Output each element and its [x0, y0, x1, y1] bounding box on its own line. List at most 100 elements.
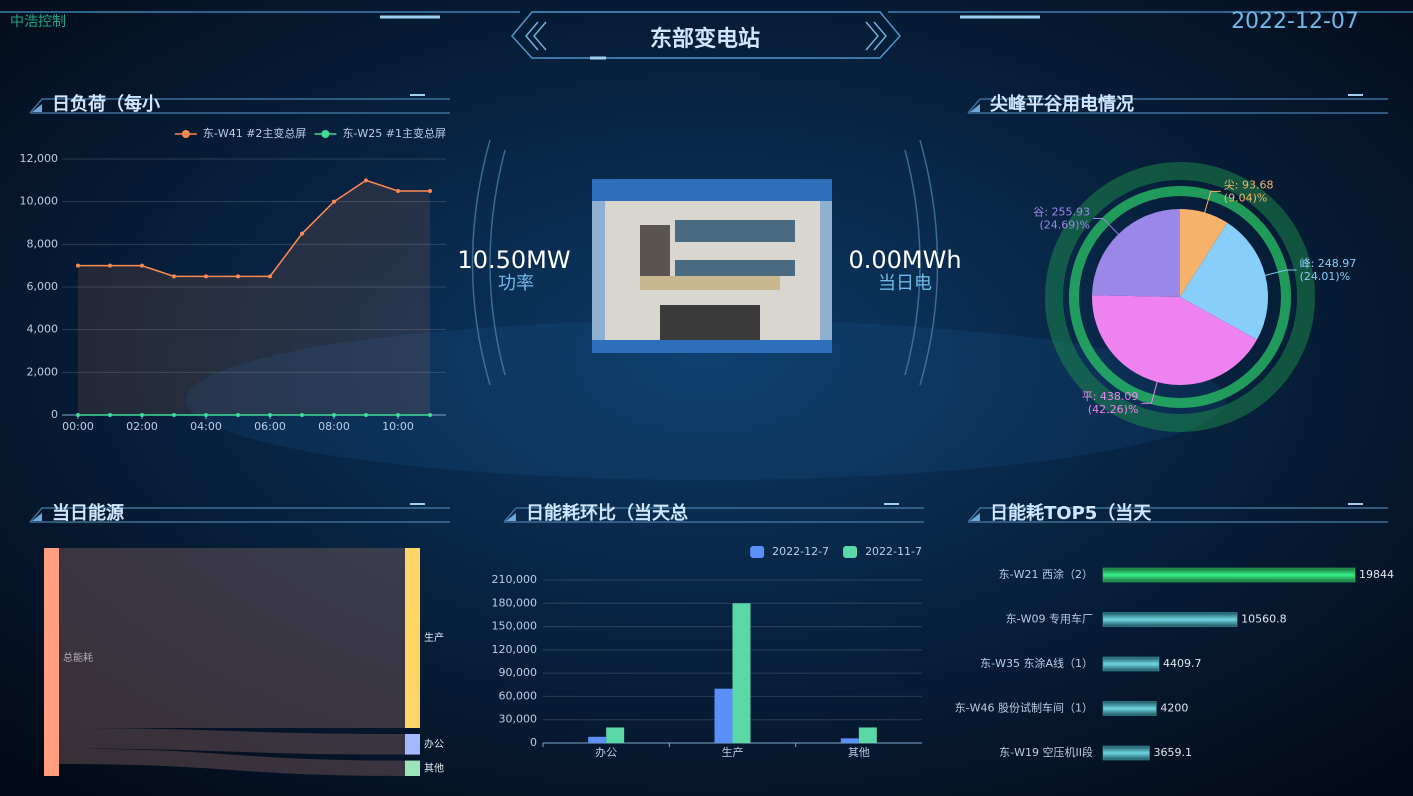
- point: [108, 263, 112, 268]
- y-tick-label: 2,000: [27, 365, 59, 378]
- y-tick-label: 120,000: [492, 643, 538, 656]
- node-label: 总能耗: [63, 651, 93, 664]
- y-tick-label: 90,000: [499, 666, 538, 679]
- y-tick-label: 30,000: [499, 713, 538, 726]
- legend-symbol: [321, 130, 330, 138]
- panel-corner: [32, 513, 42, 521]
- y-tick-label: 12,000: [20, 152, 59, 165]
- bar: [714, 688, 733, 743]
- data-label: 峰: 248.97: [1300, 257, 1357, 270]
- point: [300, 413, 304, 417]
- data-label: 尖: 93.68: [1224, 178, 1274, 191]
- leader-line: [1265, 269, 1297, 276]
- panel-corner: [970, 104, 980, 112]
- y-tick-label: 60,000: [499, 689, 538, 702]
- panel-corner: [506, 513, 516, 521]
- glow: [186, 320, 1226, 480]
- data-label: 谷: 255.93: [1033, 205, 1090, 218]
- point: [140, 413, 144, 417]
- point: [268, 274, 272, 279]
- point: [364, 413, 368, 417]
- bar: [1102, 745, 1150, 761]
- pie-slice: [1092, 295, 1257, 386]
- x-tick-label: 10:00: [382, 420, 414, 433]
- x-tick-label: 04:00: [190, 420, 222, 433]
- data-label: 4409.7: [1163, 657, 1202, 670]
- point: [204, 413, 208, 417]
- panel-title: 日负荷（每小: [52, 93, 160, 115]
- line: [78, 179, 430, 278]
- data-label: 19844: [1359, 568, 1394, 581]
- data-label: 3659.1: [1153, 746, 1192, 759]
- point: [236, 413, 240, 417]
- ring: [1069, 186, 1291, 408]
- panel-corner: [32, 104, 42, 112]
- data-label: 10560.8: [1241, 613, 1287, 626]
- panel-title: 日能耗环比（当天总: [526, 502, 688, 524]
- page-title: 东部变电站: [650, 26, 760, 52]
- data-label: (24.69)%: [1039, 218, 1090, 231]
- point: [268, 413, 272, 417]
- point: [76, 413, 80, 417]
- data-label: 平: 438.09: [1082, 390, 1139, 403]
- bar: [606, 727, 625, 743]
- point: [396, 189, 400, 193]
- bar: [1102, 656, 1160, 672]
- y-tick-label: 180,000: [492, 596, 538, 609]
- data-label: (24.01)%: [1300, 270, 1351, 283]
- panel-frame: [967, 507, 1388, 523]
- leader-line: [1092, 217, 1119, 235]
- sankey-node: [405, 760, 420, 776]
- point: [428, 189, 432, 193]
- pie-slice: [1092, 209, 1180, 297]
- legend-label: 东-W41 #2主变总屏: [203, 126, 307, 140]
- pie-slice: [1180, 222, 1268, 340]
- panel-corner: [970, 513, 980, 521]
- header-frame: [0, 11, 1413, 60]
- bar: [1102, 612, 1238, 627]
- category-label: 东-W19 空压机II段: [999, 745, 1093, 759]
- point: [172, 413, 176, 417]
- x-tick-label: 02:00: [126, 420, 158, 433]
- sankey-link: [59, 728, 405, 755]
- panel-title: 当日能源: [52, 502, 124, 524]
- leader-line: [1204, 190, 1221, 213]
- category-label: 东-W46 股份试制车间（1）: [955, 701, 1093, 715]
- point: [236, 274, 240, 279]
- x-tick-label: 办公: [595, 746, 617, 759]
- sankey-link: [59, 548, 405, 728]
- x-tick-label: 生产: [722, 745, 744, 759]
- bar: [858, 727, 877, 743]
- category-label: 东-W09 专用车厂: [1006, 612, 1093, 626]
- legend-label: 2022-11-7: [865, 545, 922, 558]
- date: 2022-12-07: [1231, 9, 1359, 34]
- bar: [1102, 701, 1157, 716]
- point: [396, 413, 400, 417]
- y-tick-label: 0: [530, 736, 537, 749]
- panel-frame: [967, 98, 1388, 114]
- x-tick-label: 08:00: [318, 420, 350, 433]
- sankey-node: [44, 548, 59, 776]
- point: [108, 413, 112, 417]
- panel-frame: [29, 98, 450, 114]
- sankey-node: [405, 734, 420, 755]
- power-value: 10.50MW: [457, 246, 570, 274]
- ring: [1045, 162, 1315, 432]
- point: [332, 199, 336, 204]
- bar: [588, 736, 607, 743]
- y-tick-label: 6,000: [27, 280, 59, 293]
- point: [332, 413, 336, 417]
- y-tick-label: 150,000: [492, 620, 538, 633]
- node-label: 其他: [424, 761, 444, 774]
- legend-symbol: [843, 546, 858, 558]
- point: [76, 263, 80, 268]
- x-tick-label: 06:00: [254, 420, 286, 433]
- point: [204, 274, 208, 279]
- data-label: (42.26)%: [1088, 403, 1139, 416]
- point: [364, 178, 368, 183]
- y-tick-label: 10,000: [20, 195, 59, 208]
- x-tick-label: 其他: [848, 746, 870, 759]
- area: [78, 180, 430, 415]
